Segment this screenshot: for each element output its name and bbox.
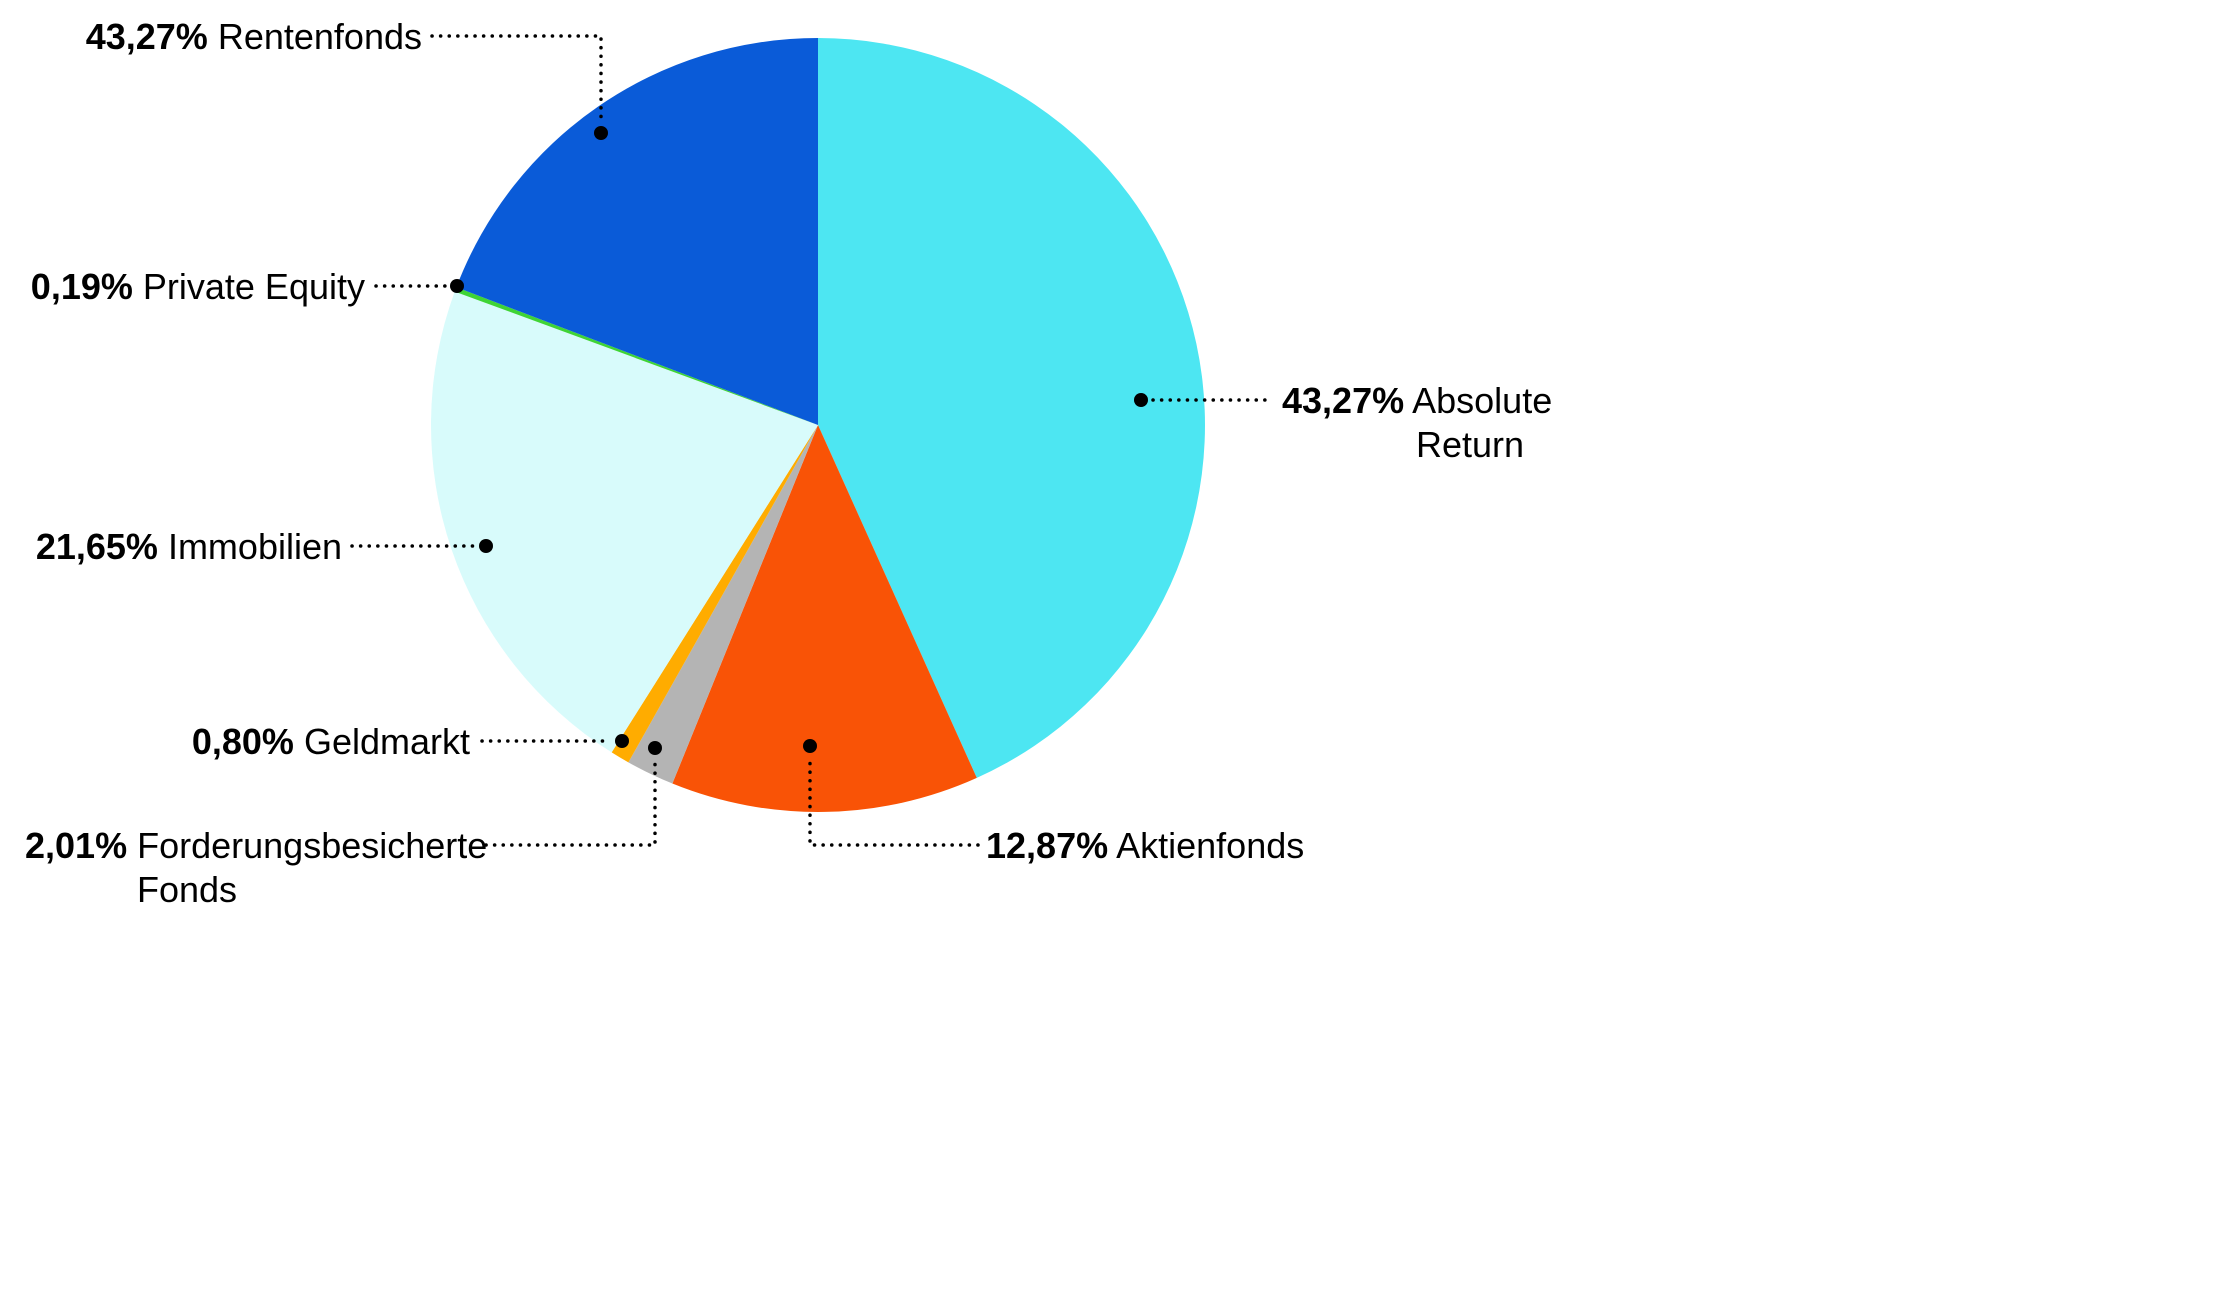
immobilien-name: Immobilien bbox=[167, 526, 342, 567]
forderungsbesicherte-name-line1: Forderungsbesicherte bbox=[137, 825, 488, 866]
dot-forderungsbesicherte-fonds bbox=[648, 741, 662, 755]
forderungsbesicherte-percent: 2,01% bbox=[25, 825, 128, 866]
pie-slices bbox=[430, 38, 1205, 812]
rentenfonds-name: Rentenfonds bbox=[217, 16, 422, 57]
dot-aktienfonds bbox=[803, 739, 817, 753]
geldmarkt-name: Geldmarkt bbox=[303, 721, 470, 762]
pie-slice-forderungsbesicherte-fonds bbox=[628, 425, 818, 784]
pie-slice-absolute-return bbox=[818, 38, 1205, 778]
label-private-equity: 0,19% Private Equity bbox=[30, 265, 365, 309]
pie-slice-aktienfonds bbox=[672, 425, 977, 812]
leader-dots bbox=[450, 126, 1148, 755]
geldmarkt-percent: 0,80% bbox=[191, 721, 294, 762]
private-equity-percent: 0,19% bbox=[30, 266, 133, 307]
dot-geldmarkt bbox=[615, 734, 629, 748]
leader-rentenfonds bbox=[430, 34, 603, 124]
aktienfonds-name: Aktienfonds bbox=[1116, 825, 1305, 866]
aktienfonds-percent: 12,87% bbox=[986, 825, 1109, 866]
leader-forderungsbesicherte-fonds bbox=[484, 758, 657, 847]
immobilien-percent: 21,65% bbox=[35, 526, 158, 567]
forderungsbesicherte-line2: Fonds bbox=[25, 868, 487, 912]
label-forderungsbesicherte-fonds: 2,01% Forderungsbesicherte Fonds bbox=[25, 824, 487, 912]
dot-private-equity bbox=[450, 279, 464, 293]
absolute-return-name-line1: Absolute bbox=[1412, 380, 1553, 421]
forderungsbesicherte-line1: 2,01% Forderungsbesicherte bbox=[25, 824, 487, 868]
absolute-return-name-line2: Return bbox=[1416, 423, 1525, 465]
forderungsbesicherte-name-line2: Fonds bbox=[137, 868, 238, 910]
private-equity-name: Private Equity bbox=[142, 266, 365, 307]
dot-immobilien bbox=[479, 539, 493, 553]
pie-slice-rentenfonds bbox=[456, 38, 818, 425]
dot-rentenfonds bbox=[594, 126, 608, 140]
pie-slice-geldmarkt bbox=[611, 425, 818, 763]
absolute-return-line2: Return bbox=[1282, 423, 1552, 467]
label-geldmarkt: 0,80% Geldmarkt bbox=[140, 720, 470, 764]
label-absolute-return: 43,27% Absolute Return bbox=[1282, 379, 1552, 467]
absolute-return-line1: 43,27% Absolute bbox=[1282, 379, 1552, 423]
label-immobilien: 21,65% Immobilien bbox=[30, 525, 342, 569]
rentenfonds-percent: 43,27% bbox=[85, 16, 208, 57]
pie-slice-private-equity bbox=[454, 287, 818, 425]
absolute-return-percent: 43,27% bbox=[1282, 380, 1405, 421]
dot-absolute-return bbox=[1134, 393, 1148, 407]
leader-lines bbox=[350, 34, 1270, 847]
label-rentenfonds: 43,27% Rentenfonds bbox=[60, 15, 422, 59]
pie-slice-immobilien bbox=[430, 291, 818, 753]
label-aktienfonds: 12,87% Aktienfonds bbox=[986, 824, 1304, 868]
